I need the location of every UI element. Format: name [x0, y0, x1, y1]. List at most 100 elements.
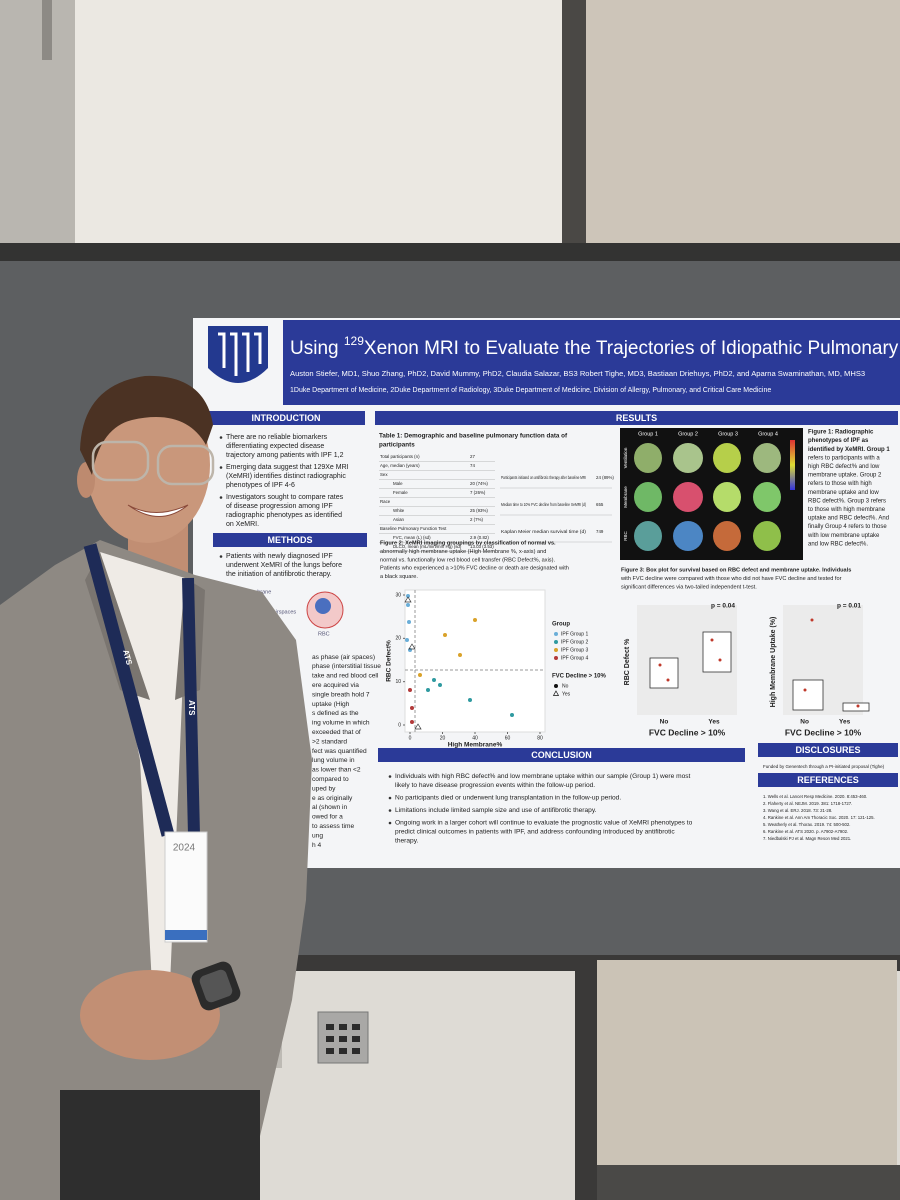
x-tick-label: 0 — [409, 735, 412, 741]
figure-caption: phenotypes of IPF as — [808, 438, 869, 444]
lanyard — [182, 577, 200, 836]
axis-label: FVC Decline > 10% — [785, 727, 862, 737]
figure-caption: RBC defect%. Group 3 refers — [808, 498, 886, 504]
section-bar — [213, 533, 367, 547]
bullet-text: Individuals with high RBC defect% and lo… — [395, 773, 691, 780]
poster-title: Using 129Xenon MRI to Evaluate the Traje… — [290, 334, 900, 359]
x-tick-label: 60 — [505, 735, 511, 741]
figure-caption: high RBC defect% and low — [808, 464, 880, 470]
methods-text: h 4 — [312, 842, 321, 849]
legend-swatch — [554, 648, 558, 652]
figure-caption: Figure 2: XeMRI imaging groupings by cla… — [380, 540, 556, 546]
p-value: p = 0.04 — [711, 603, 735, 610]
bullet-text: (XeMRI) identifies distinct radiographic — [226, 473, 346, 480]
bullet-text: underwent XeMRI of the lungs before — [226, 562, 342, 569]
legend-label: IPF Group 4 — [561, 655, 588, 661]
colorbar — [790, 440, 795, 490]
floor-edge — [597, 1165, 900, 1200]
x-tick-label: 80 — [537, 735, 543, 741]
table-cell: FVC, mean (L) (sd) — [393, 535, 431, 540]
methods-text: ing volume in which — [312, 720, 370, 727]
bullet-dot — [219, 555, 223, 558]
y-tick-label: 10 — [395, 679, 401, 685]
figure-caption: finally Group 4 refers to those — [808, 524, 887, 530]
table-cell: Age, median (years) — [380, 463, 420, 468]
box — [842, 702, 870, 712]
section-heading: METHODS — [268, 535, 313, 545]
lanyard-text: ATS — [187, 700, 196, 716]
methods-text: uptake (High — [312, 701, 350, 708]
axis-label: FVC Decline > 10% — [649, 727, 726, 737]
legend-label: No — [562, 683, 569, 689]
smile — [127, 504, 189, 517]
methods-text: ung — [312, 832, 323, 839]
reference: 2. Flaherty et al. NEJM. 2019. 381: 1718… — [763, 801, 852, 806]
x-tick-label: No — [800, 719, 809, 726]
axis-label: RBC Defect % — [624, 638, 631, 685]
bullet-dot — [219, 436, 223, 439]
figure-label: Ventilation — [623, 447, 628, 468]
figure-label: Group 1 — [638, 431, 658, 437]
table-cell: 74 — [470, 463, 475, 468]
figure-caption: with FVC decline were compared with thos… — [620, 576, 842, 582]
axis-label: RBC Defect% — [386, 640, 393, 682]
methods-text: phase (interstitial tissue — [312, 663, 381, 670]
figure-caption: abnormally high membrane uptake (High Me… — [380, 549, 546, 555]
bullet-dot — [388, 809, 392, 812]
board-frame — [0, 243, 900, 261]
hands — [80, 970, 220, 1060]
affiliations: 1Duke Department of Medicine, 2Duke Depa… — [290, 387, 771, 394]
box — [649, 657, 679, 689]
bullet-text: likely to have disease progression event… — [395, 782, 595, 789]
y-tick-label: 20 — [395, 636, 401, 642]
figure-caption: Patients who experienced a >10% FVC decl… — [380, 566, 569, 572]
hinge — [42, 0, 52, 60]
section-heading: RESULTS — [616, 413, 657, 423]
legend-title: FVC Decline > 10% — [552, 674, 607, 680]
bullet-text: trajectory among patients with IPF 1,2 — [226, 452, 344, 459]
figure-label: Group 4 — [758, 431, 778, 437]
table-cell: Female — [393, 490, 408, 495]
fabric-panel — [597, 960, 897, 1165]
title-part: Xenon MRI to Evaluate the Trajectories o… — [364, 338, 900, 359]
badge-year: 2024 — [173, 843, 196, 854]
diagram-label: Airspaces — [272, 609, 296, 615]
badge-stripe — [165, 930, 207, 940]
bullet-dot — [388, 796, 392, 800]
section-heading: REFERENCES — [797, 775, 859, 785]
door-frame — [0, 0, 75, 250]
bullet-text: of disease progression among IPF — [226, 503, 333, 510]
axis-label: High Membrane% — [448, 742, 503, 749]
figure-caption: and low RBC defect%. — [808, 541, 868, 547]
bullet-dot — [388, 775, 392, 778]
methods-text: take and red blood cell — [312, 673, 379, 680]
x-tick-label: 40 — [472, 735, 478, 741]
outlet-buttons — [326, 1024, 360, 1054]
table-cell: Asian — [393, 517, 405, 522]
bullet-text: radiographic phenotypes as identified — [226, 512, 342, 519]
table-cell: 2 (7%) — [470, 517, 483, 522]
box — [792, 679, 824, 711]
table-cell: 7 (26%) — [470, 490, 486, 495]
reference: 3. Wang et al. ERJ. 2018. 73: 21-28. — [763, 808, 832, 813]
figure-caption: refers to those with high — [808, 481, 872, 487]
lanyard — [83, 543, 175, 837]
methods-text: to assess time — [312, 823, 354, 830]
fabric-panel — [586, 0, 900, 250]
reference: 7. Niedbalski PJ et al. Magn Reson Med 2… — [763, 836, 851, 841]
bullet-dot — [219, 466, 223, 469]
glasses — [156, 444, 215, 486]
table-cell: 25 (93%) — [470, 508, 488, 513]
table-cell: Median time to 10% FVC decline from base… — [501, 502, 586, 507]
scatter-plot-area — [404, 589, 546, 733]
methods-text: owed for a — [312, 814, 343, 821]
bullet-text: Investigators sought to compare rates — [226, 494, 344, 501]
section-bar — [207, 411, 365, 425]
bullet-text: Limitations include limited sample size … — [395, 807, 597, 814]
bullet-text: differentiating expected disease — [226, 443, 324, 450]
legend-label: Yes — [562, 691, 571, 697]
figure-caption: a black square. — [380, 574, 418, 580]
figure-caption: Figure 3: Box plot for survival based on… — [621, 567, 851, 573]
watch-face — [199, 969, 233, 1003]
